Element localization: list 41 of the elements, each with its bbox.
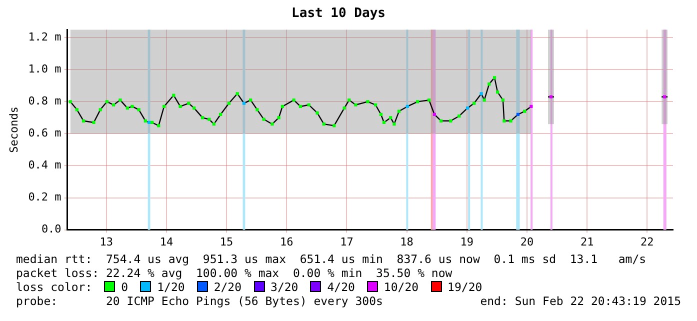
y-tick-label: 0.4 m: [28, 158, 62, 172]
y-tick-label: 0.8 m: [28, 94, 62, 108]
point: [466, 106, 470, 110]
x-tick-label: 16: [280, 235, 294, 248]
chart-title: Last 10 Days: [292, 6, 386, 22]
y-tick-label: 0.0: [41, 222, 62, 236]
point: [432, 112, 436, 116]
y-axis-title: Seconds: [7, 106, 20, 153]
text: probe: 20 ICMP Echo Pings (56 Bytes) every 300s: [16, 294, 383, 308]
y-tick-label: 1.2 m: [28, 30, 62, 44]
y-tick-label: 0.2 m: [28, 190, 62, 204]
point: [663, 95, 666, 98]
point: [242, 102, 246, 105]
legend-title: loss color:: [16, 280, 92, 294]
legend-label: 4/20: [326, 280, 355, 294]
legend-label: 19/20: [446, 280, 482, 294]
x-tick-label: 15: [220, 235, 234, 248]
y-tick-label: 1.0 m: [28, 62, 62, 76]
x-tick-label: 17: [340, 235, 354, 248]
point: [516, 112, 520, 116]
text: end: Sun Feb 22 20:43:19 2015: [480, 294, 681, 308]
point: [530, 104, 533, 108]
x-tick-label: 21: [580, 235, 594, 248]
legend-label: 10/20: [382, 280, 419, 294]
point: [406, 104, 409, 108]
x-tick-label: 19: [460, 235, 474, 248]
x-tick-label: 20: [520, 235, 534, 248]
point: [480, 92, 483, 96]
x-tick-label: 22: [640, 235, 654, 248]
x-tick-label: 14: [160, 235, 174, 248]
x-tick-label: 13: [100, 235, 113, 248]
point: [147, 120, 151, 124]
point: [549, 95, 553, 98]
y-tick-label: 0.6 m: [28, 126, 62, 140]
legend-label: 0: [120, 280, 128, 294]
text: median rtt: 754.4 us avg 951.3 us max 651.4 us min 837.6 us now 0.1 ms sd 13.1 am/s: [15, 252, 648, 266]
text: packet loss: 22.24 % avg 100.00 % max 0.00 % min 35.50 % now: [15, 266, 454, 280]
legend-label: 3/20: [270, 280, 298, 294]
x-tick-label: 18: [400, 235, 414, 248]
legend-label: 2/20: [212, 280, 242, 294]
legend-label: 1/20: [156, 280, 185, 294]
